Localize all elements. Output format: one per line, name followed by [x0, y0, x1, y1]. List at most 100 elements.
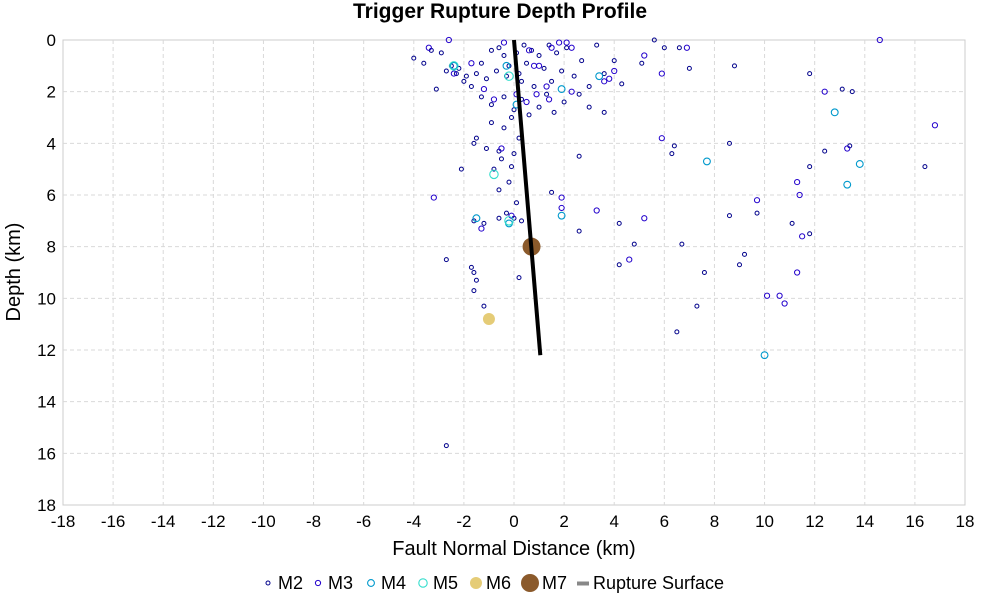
legend-marker-m5	[418, 578, 428, 588]
x-tick-label: 14	[855, 512, 874, 531]
event-m2-point	[679, 241, 685, 247]
event-m5-point	[504, 71, 514, 81]
x-tick-label: 4	[609, 512, 618, 531]
event-m2-point	[468, 264, 474, 270]
event-m3-point	[763, 292, 771, 299]
chart-title: Trigger Rupture Depth Profile	[353, 0, 647, 23]
event-m3-point	[430, 194, 437, 201]
event-m2-point	[496, 45, 502, 51]
event-m2-point	[616, 220, 622, 226]
event-m2-point	[503, 210, 509, 216]
x-tick-label: 2	[559, 512, 568, 531]
y-tick-label: 14	[37, 393, 56, 412]
x-axis-label: Fault Normal Distance (km)	[392, 538, 635, 560]
legend-item-m5: M5	[418, 573, 458, 593]
event-m2-point	[524, 60, 530, 66]
event-m2-point	[541, 65, 547, 71]
event-m3-point	[593, 207, 600, 214]
x-tick-label: 18	[956, 512, 975, 531]
y-tick-label: 16	[37, 444, 56, 463]
event-m3-point	[796, 191, 803, 199]
y-tick-label: 18	[37, 496, 56, 515]
y-tick-label: 10	[37, 289, 56, 308]
event-m2-point	[453, 71, 459, 77]
event-m3-point	[753, 197, 761, 204]
legend-label: M5	[433, 573, 458, 593]
event-m3-point	[500, 39, 508, 46]
event-m2-point	[438, 50, 444, 56]
event-m2-point	[661, 45, 667, 51]
event-m2-point	[519, 218, 525, 224]
event-m3-point	[794, 269, 801, 276]
legend-marker-rupture	[577, 581, 589, 586]
y-axis-ticks: 0 2 4 6 8 10 12 14 16 18	[37, 31, 56, 515]
event-m2-point	[473, 277, 479, 283]
event-m3-point	[658, 70, 665, 77]
event-m3-point	[490, 96, 498, 103]
event-m3-point	[683, 44, 690, 51]
event-m3-point	[641, 52, 648, 59]
event-m2-point	[839, 86, 845, 92]
event-m2-point	[619, 81, 625, 87]
event-m2-point	[822, 148, 828, 154]
event-m2-point	[549, 78, 555, 84]
event-m2-point	[737, 262, 742, 268]
legend-item-m2: M2	[265, 573, 303, 593]
event-m3-point	[548, 44, 555, 51]
y-tick-label: 0	[47, 31, 56, 50]
x-tick-label: 6	[660, 512, 669, 531]
event-m3-point	[781, 300, 788, 307]
event-m2-point	[483, 76, 489, 82]
event-m5-point	[504, 216, 514, 226]
event-m2-point	[559, 68, 565, 74]
event-m2-point	[726, 213, 732, 219]
rupture-surface-line	[512, 39, 543, 356]
event-m3-point	[799, 233, 806, 240]
event-m2-point	[551, 109, 557, 115]
event-m2-point	[443, 443, 449, 449]
x-tick-label: -16	[101, 512, 126, 531]
event-m2-point	[601, 109, 607, 115]
event-m2-point	[496, 215, 502, 221]
legend-marker-m3	[314, 579, 322, 587]
legend-label: M6	[486, 573, 511, 593]
event-m2-point	[686, 65, 692, 71]
y-tick-label: 2	[47, 83, 56, 102]
y-tick-label: 4	[47, 134, 56, 153]
event-m2-point	[631, 241, 637, 247]
event-m2-point	[501, 53, 507, 58]
event-m2-point	[594, 42, 600, 48]
event-m3-point	[498, 145, 505, 152]
event-m3-point	[523, 98, 530, 106]
event-m2-point	[586, 84, 592, 89]
event-m2-point	[478, 60, 484, 66]
event-m2-point	[496, 187, 502, 193]
event-m2-point	[529, 47, 535, 53]
event-m6-point	[482, 313, 495, 325]
x-tick-label: -4	[406, 512, 421, 531]
event-m2-point	[639, 60, 645, 66]
event-m2-point	[531, 84, 537, 89]
y-axis-label: Depth (km)	[3, 223, 25, 322]
grid-lines	[63, 40, 965, 505]
event-m2-point	[481, 220, 487, 226]
x-tick-label: 16	[905, 512, 924, 531]
event-m3-point	[601, 78, 608, 85]
event-m3-point	[568, 44, 575, 51]
event-m2-point	[488, 47, 494, 53]
event-m2-point	[701, 270, 707, 275]
legend-marker-m2	[265, 580, 271, 586]
event-m2-point	[544, 91, 550, 97]
event-m3-point	[558, 194, 565, 201]
event-m2-point	[601, 71, 607, 77]
event-m5-point	[489, 169, 499, 180]
event-m3-point	[611, 67, 618, 75]
event-m2-point	[651, 37, 657, 43]
event-m2-point	[726, 140, 732, 146]
event-m4-point	[760, 351, 769, 360]
event-m2-point	[676, 45, 682, 51]
data-points	[411, 36, 939, 449]
legend-marker-m4	[367, 579, 375, 587]
legend: M2 M3 M4 M5 M6 M7 Rupture Surface	[265, 573, 724, 593]
